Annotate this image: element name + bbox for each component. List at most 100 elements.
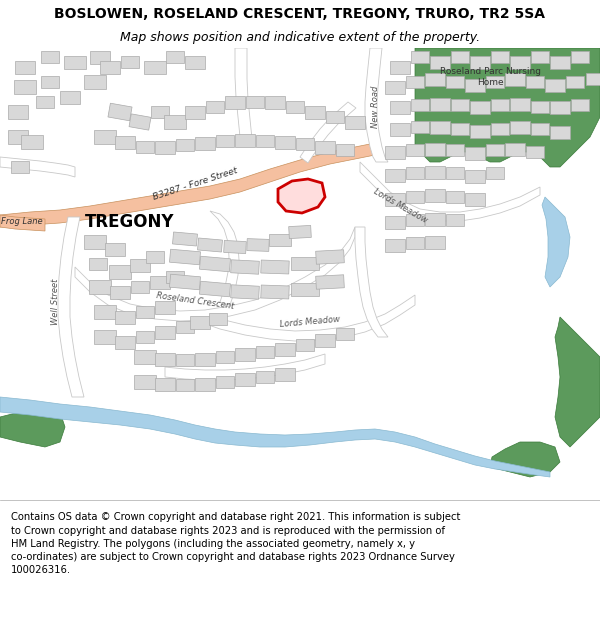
Polygon shape <box>225 96 245 109</box>
Polygon shape <box>256 135 274 147</box>
Text: B3287 - Fore Street: B3287 - Fore Street <box>152 166 238 202</box>
Polygon shape <box>550 101 570 114</box>
Text: TREGONY: TREGONY <box>85 213 175 231</box>
Polygon shape <box>526 76 544 88</box>
Polygon shape <box>155 141 175 154</box>
Polygon shape <box>60 91 80 104</box>
Polygon shape <box>199 256 230 272</box>
Polygon shape <box>571 51 589 63</box>
Text: Frog Lane: Frog Lane <box>1 216 43 226</box>
Polygon shape <box>486 144 504 156</box>
Polygon shape <box>206 101 224 113</box>
Polygon shape <box>390 122 410 136</box>
Polygon shape <box>390 101 410 114</box>
Polygon shape <box>94 305 116 319</box>
Polygon shape <box>385 81 405 94</box>
Polygon shape <box>185 106 205 119</box>
Polygon shape <box>64 56 86 69</box>
Polygon shape <box>176 354 194 366</box>
Polygon shape <box>176 139 194 151</box>
Polygon shape <box>131 281 149 293</box>
Polygon shape <box>491 51 509 63</box>
Polygon shape <box>510 121 530 134</box>
Polygon shape <box>465 146 485 159</box>
Polygon shape <box>315 334 335 346</box>
Polygon shape <box>275 136 295 149</box>
Polygon shape <box>246 96 264 108</box>
Polygon shape <box>411 121 429 133</box>
Polygon shape <box>291 256 319 269</box>
Polygon shape <box>164 115 186 129</box>
Polygon shape <box>75 227 355 321</box>
Polygon shape <box>14 80 36 94</box>
Polygon shape <box>542 197 570 287</box>
Polygon shape <box>115 336 135 349</box>
Polygon shape <box>385 169 405 181</box>
Polygon shape <box>425 236 445 249</box>
Polygon shape <box>291 282 319 296</box>
Polygon shape <box>41 51 59 63</box>
Polygon shape <box>195 136 215 149</box>
Polygon shape <box>21 135 43 149</box>
Polygon shape <box>129 114 151 130</box>
Polygon shape <box>0 143 375 227</box>
Polygon shape <box>316 275 344 289</box>
Polygon shape <box>531 51 549 63</box>
Text: Contains OS data © Crown copyright and database right 2021. This information is : Contains OS data © Crown copyright and d… <box>11 512 460 575</box>
Polygon shape <box>505 142 525 156</box>
Polygon shape <box>355 227 388 337</box>
Polygon shape <box>155 326 175 339</box>
Polygon shape <box>406 237 424 249</box>
Polygon shape <box>216 351 234 363</box>
Polygon shape <box>0 397 550 477</box>
Polygon shape <box>200 295 415 341</box>
Polygon shape <box>209 313 227 325</box>
Polygon shape <box>555 317 600 447</box>
Polygon shape <box>505 72 525 86</box>
Text: Roseland Parc Nursing
Home: Roseland Parc Nursing Home <box>439 68 541 87</box>
Polygon shape <box>185 56 205 69</box>
Polygon shape <box>390 61 410 74</box>
Polygon shape <box>136 306 154 318</box>
Polygon shape <box>465 192 485 206</box>
Polygon shape <box>465 169 485 182</box>
Polygon shape <box>425 142 445 156</box>
Polygon shape <box>216 135 234 147</box>
Text: New Road: New Road <box>371 86 380 128</box>
Polygon shape <box>8 130 28 144</box>
Polygon shape <box>430 121 450 134</box>
Text: Lords Meadow: Lords Meadow <box>280 315 341 329</box>
Text: Roseland Crescent: Roseland Crescent <box>155 291 235 311</box>
Polygon shape <box>235 48 252 139</box>
Polygon shape <box>235 372 255 386</box>
Text: BOSLOWEN, ROSELAND CRESCENT, TREGONY, TRURO, TR2 5SA: BOSLOWEN, ROSELAND CRESCENT, TREGONY, TR… <box>55 8 545 21</box>
Polygon shape <box>58 217 84 397</box>
Polygon shape <box>210 211 239 305</box>
Polygon shape <box>169 249 200 265</box>
Polygon shape <box>275 342 295 356</box>
Polygon shape <box>531 123 549 135</box>
Polygon shape <box>336 144 354 156</box>
Polygon shape <box>155 378 175 391</box>
Polygon shape <box>256 371 274 383</box>
Polygon shape <box>195 352 215 366</box>
Polygon shape <box>269 234 291 246</box>
Polygon shape <box>470 101 490 114</box>
Polygon shape <box>425 72 445 86</box>
Polygon shape <box>451 99 469 111</box>
Polygon shape <box>586 73 600 85</box>
Polygon shape <box>121 56 139 68</box>
Polygon shape <box>531 101 549 113</box>
Polygon shape <box>261 285 289 299</box>
Polygon shape <box>84 75 106 89</box>
Polygon shape <box>94 130 116 144</box>
Polygon shape <box>289 226 311 239</box>
Polygon shape <box>510 98 530 111</box>
Polygon shape <box>216 376 234 388</box>
Polygon shape <box>136 141 154 153</box>
Polygon shape <box>166 51 184 63</box>
Polygon shape <box>425 166 445 179</box>
Polygon shape <box>360 162 540 221</box>
Polygon shape <box>491 123 509 135</box>
Polygon shape <box>8 105 28 119</box>
